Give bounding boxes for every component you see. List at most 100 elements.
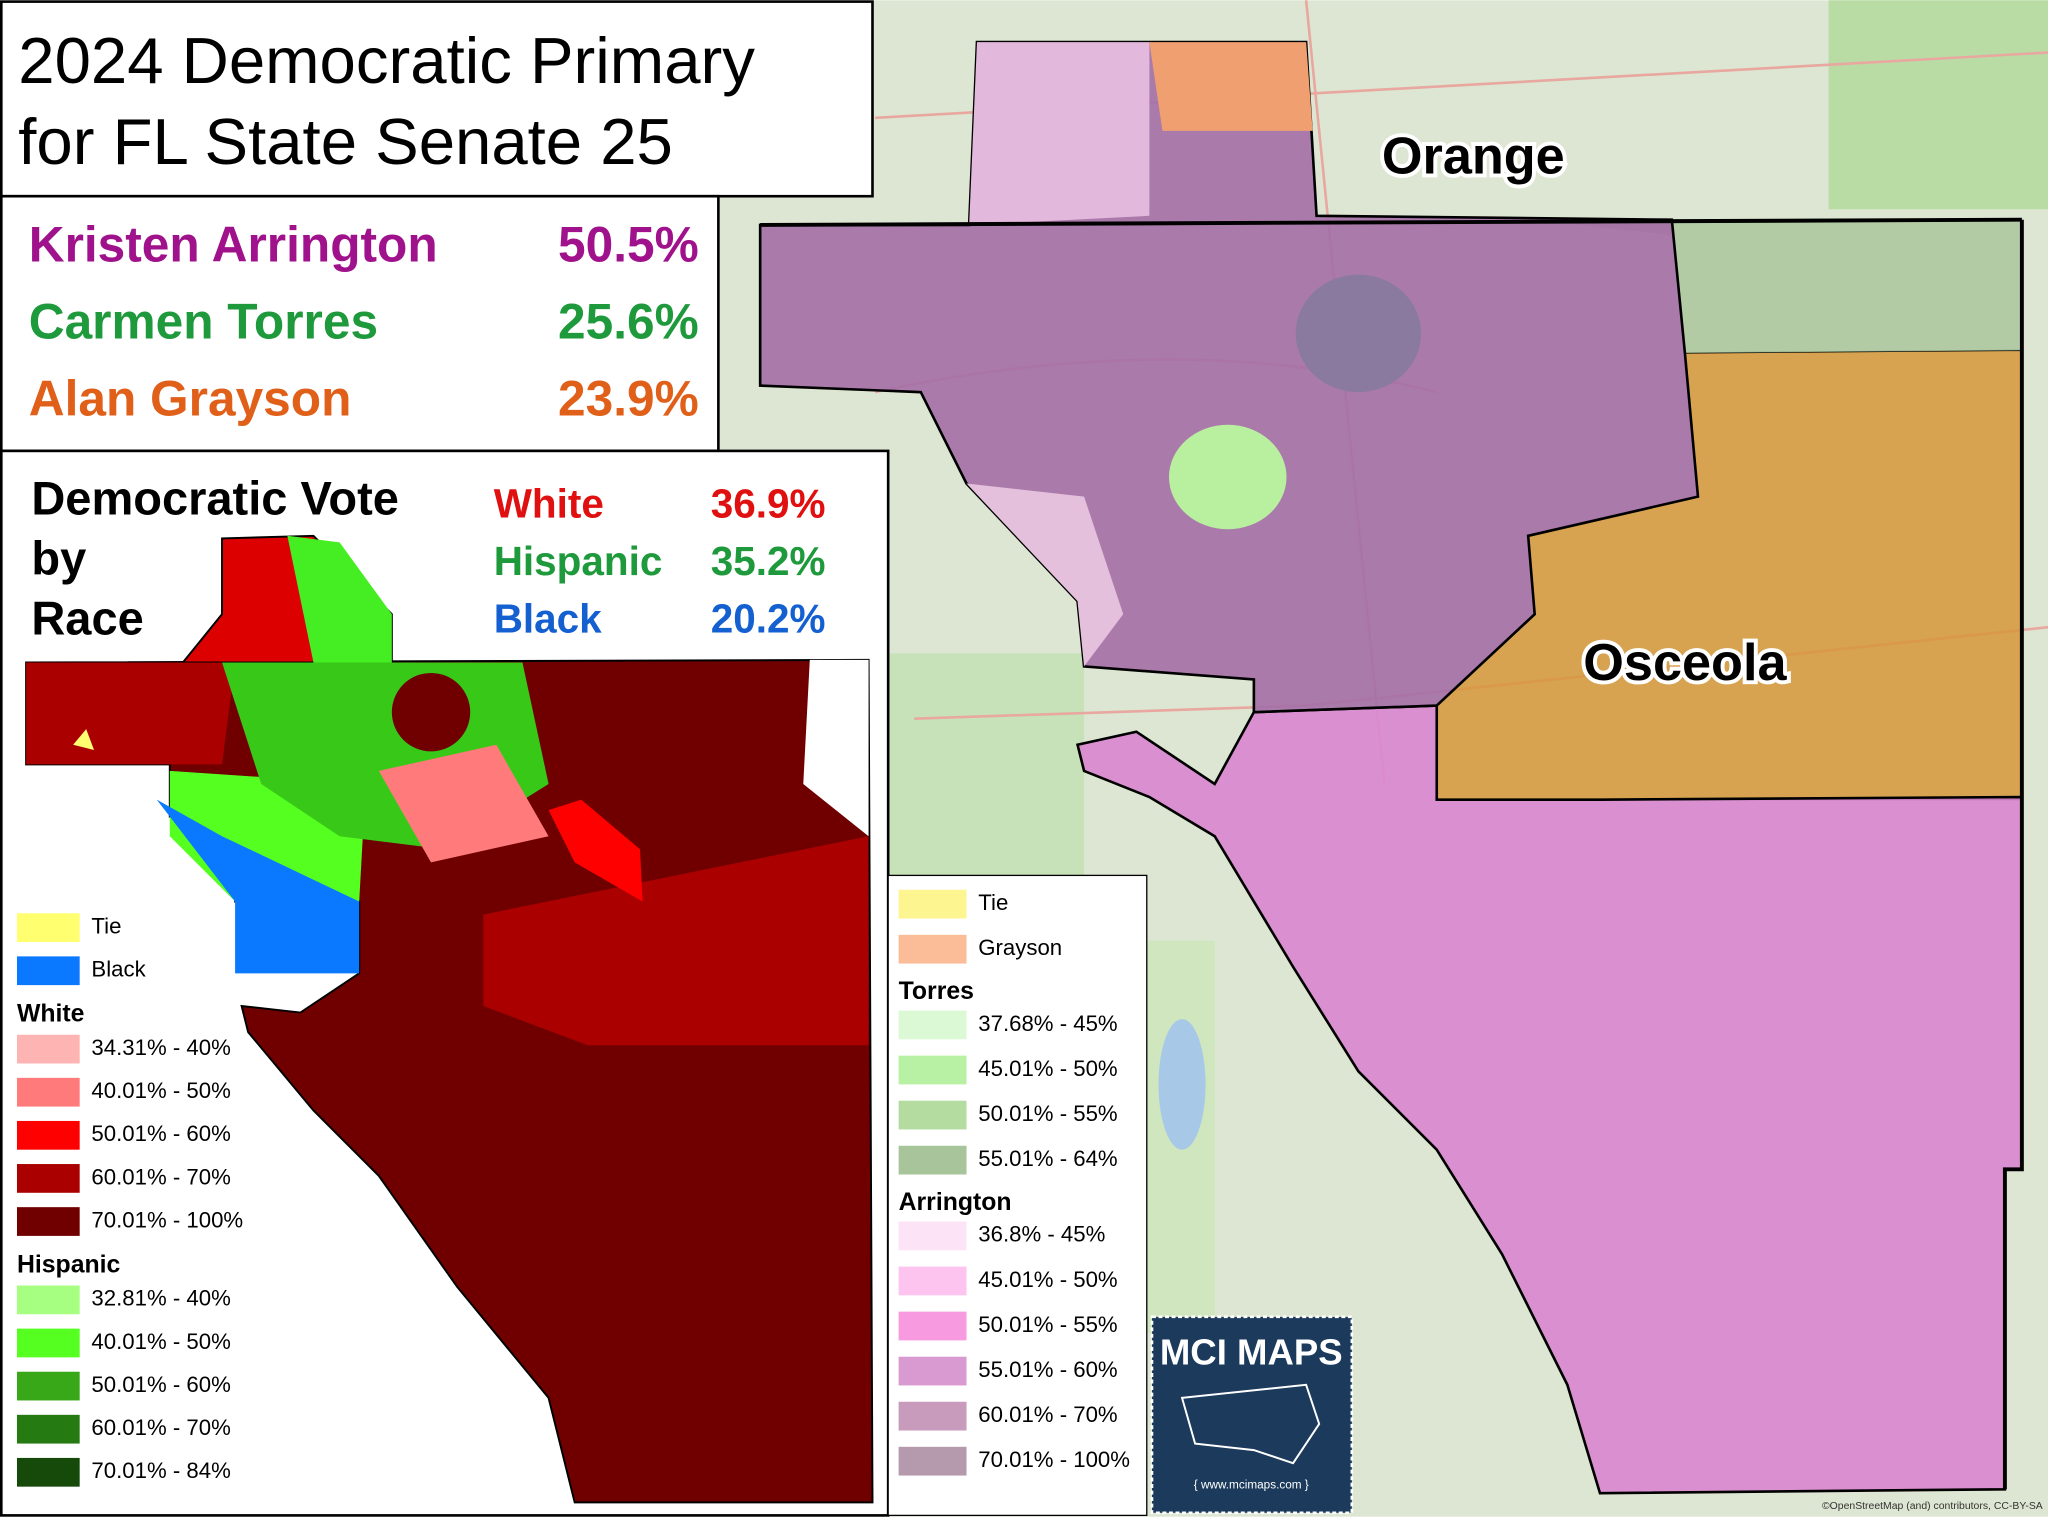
legend-label: 70.01% - 100%: [978, 1447, 1130, 1472]
legend-label: 37.68% - 45%: [978, 1011, 1117, 1036]
black-area: [156, 799, 360, 974]
race-share: 20.2%: [711, 596, 826, 642]
white-area: [483, 836, 869, 1046]
lake: [1158, 1019, 1206, 1150]
legend-heading: Hispanic: [17, 1251, 121, 1278]
logo-url: { www.mcimaps.com }: [1194, 1478, 1309, 1491]
arrington-precinct: [1295, 274, 1422, 393]
legend-swatch: [16, 1120, 80, 1150]
legend-label: 50.01% - 60%: [91, 1121, 230, 1146]
legend-swatch: [898, 1100, 967, 1130]
tie-area: [73, 729, 95, 751]
legend-label: 50.01% - 55%: [978, 1312, 1117, 1337]
legend-swatch: [16, 1034, 80, 1064]
legend-swatch: [898, 1446, 967, 1476]
legend-label: 40.01% - 50%: [91, 1329, 230, 1354]
legend-label: 36.8% - 45%: [978, 1222, 1105, 1247]
legend-swatch: [16, 1371, 80, 1401]
county-line: [760, 217, 2022, 227]
candidate-name: Kristen Arrington: [29, 217, 438, 273]
legend-label: Tie: [91, 914, 121, 939]
county-label: Orange: [1382, 127, 1565, 185]
legend-label: 50.01% - 55%: [978, 1101, 1117, 1126]
legend-swatch: [898, 1055, 967, 1085]
attribution: ©OpenStreetMap (and) contributors, CC-BY…: [1822, 1501, 2043, 1512]
race-name: White: [494, 481, 604, 527]
legend-label: 60.01% - 70%: [91, 1415, 230, 1440]
legend-label: 60.01% - 70%: [91, 1164, 230, 1189]
arrington-area: [1075, 704, 2024, 1495]
title-box: [0, 0, 874, 198]
district-map: [758, 40, 2024, 1495]
race-inset-map: [25, 534, 874, 1504]
legend-label: Tie: [978, 890, 1008, 915]
legend-swatch: [16, 1457, 80, 1487]
legend-swatch: [16, 1414, 80, 1444]
logo-us-map: [1180, 1383, 1321, 1465]
legend-label: 55.01% - 60%: [978, 1357, 1117, 1382]
legend-label: 55.01% - 64%: [978, 1146, 1117, 1171]
legend-swatch: [16, 913, 80, 943]
legend-label: 45.01% - 50%: [978, 1267, 1117, 1292]
legend-heading: White: [17, 1001, 85, 1028]
race-name: Hispanic: [494, 538, 663, 584]
legend-swatch: [898, 1401, 967, 1431]
legend-swatch: [16, 1285, 80, 1315]
legend-label: 70.01% - 100%: [91, 1207, 243, 1232]
legend-label: Black: [91, 957, 146, 982]
legend-swatch: [16, 1077, 80, 1107]
legend-swatch: [898, 1311, 967, 1341]
race-panel-title: Democratic Vote: [31, 471, 399, 524]
results-box: [0, 194, 720, 453]
white-area: [391, 672, 471, 752]
legend-swatch: [16, 1207, 80, 1236]
legend-label: 60.01% - 70%: [978, 1402, 1117, 1427]
legend-swatch: [898, 889, 967, 919]
legend-label: 50.01% - 60%: [91, 1372, 230, 1397]
white-area: [548, 799, 643, 902]
logo-box: [1150, 1315, 1354, 1515]
legend-label: Grayson: [978, 935, 1062, 960]
title-line: 2024 Democratic Primary: [18, 24, 755, 97]
district-border: [2002, 219, 2024, 1490]
candidate-name: Carmen Torres: [29, 294, 378, 350]
race-name: Black: [494, 596, 602, 642]
labels: 2024 Democratic Primary for FL State Sena…: [16, 24, 2043, 1512]
legend-swatch: [898, 1145, 967, 1175]
arrington-precincts: [966, 483, 1124, 667]
legend-label: 40.01% - 50%: [91, 1078, 230, 1103]
legend-label: 34.31% - 40%: [91, 1035, 230, 1060]
legend-heading: Arrington: [899, 1189, 1012, 1216]
white-area: [378, 744, 549, 863]
hispanic-area: [287, 535, 392, 663]
legend-label: 70.01% - 84%: [91, 1458, 230, 1483]
forest-area: [1828, 0, 2048, 210]
race-share: 35.2%: [711, 538, 826, 584]
torres-precinct: [1168, 424, 1287, 530]
race-share: 36.9%: [711, 481, 826, 527]
race-panel-title: by: [31, 531, 86, 584]
legend-swatch: [16, 1164, 80, 1193]
legend-swatch: [898, 1266, 967, 1296]
forest-area: [888, 653, 1085, 915]
torres-area: [1534, 219, 2022, 353]
legend-heading: Torres: [899, 978, 974, 1005]
legend-label: 32.81% - 40%: [91, 1286, 230, 1311]
white-area: [26, 662, 236, 765]
county-label: Osceola: [1583, 634, 1787, 692]
arrington-precincts: [969, 42, 1150, 225]
legend-swatch: [898, 1221, 967, 1251]
candidate-share: 50.5%: [558, 217, 699, 273]
legend-swatch: [898, 1356, 967, 1386]
legend-swatch: [898, 934, 967, 964]
candidate-name: Alan Grayson: [29, 371, 352, 427]
grayson-precincts: [1149, 42, 1313, 131]
logo-title: MCI MAPS: [1160, 1331, 1343, 1372]
legend-swatch: [16, 956, 80, 986]
candidate-share: 23.9%: [558, 371, 699, 427]
legend-swatch: [16, 1328, 80, 1358]
race-panel-title: Race: [31, 591, 143, 644]
title-line: for FL State Senate 25: [18, 105, 673, 178]
